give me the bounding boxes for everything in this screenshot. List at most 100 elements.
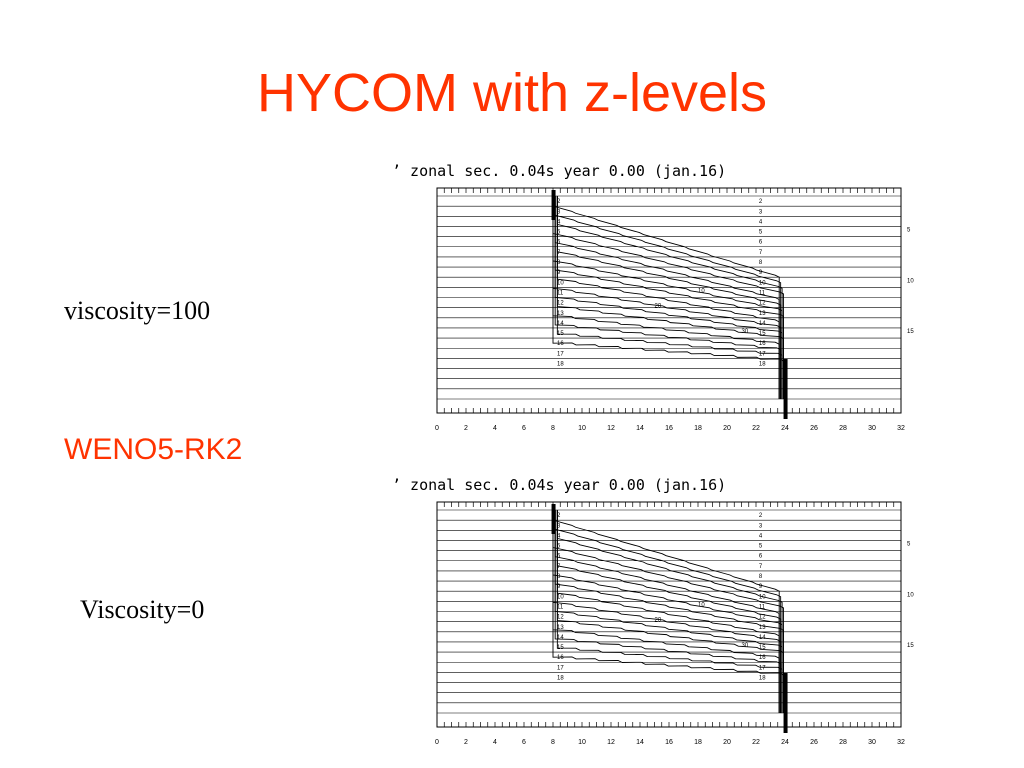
left-level-label: 4 xyxy=(557,219,561,225)
x-tick-label: 2 xyxy=(464,739,468,746)
layer-interface-curve xyxy=(556,196,783,399)
right-level-label: 13 xyxy=(759,625,766,631)
x-tick-label: 22 xyxy=(752,739,760,746)
layer-interface-curve xyxy=(552,510,780,713)
layer-interface-curve xyxy=(552,510,782,713)
x-tick-label: 30 xyxy=(868,739,876,746)
layer-interface-curve xyxy=(554,510,782,713)
x-tick-label: 8 xyxy=(551,739,555,746)
x-tick-label: 30 xyxy=(868,425,876,432)
x-tick-label: 24 xyxy=(781,739,789,746)
layer-interface-curve xyxy=(552,510,784,713)
right-margin-label: 5 xyxy=(907,228,911,234)
right-margin-label: 10 xyxy=(907,592,914,598)
right-level-label: 4 xyxy=(759,219,763,225)
left-level-label: 7 xyxy=(557,250,561,256)
layer-interface-curve xyxy=(552,510,780,713)
right-margin-label: 15 xyxy=(907,329,914,335)
zonal-section-panel-bottom: ’ zonal sec. 0.04s year 0.00 (jan.16) 2 3 4… xyxy=(392,474,922,754)
left-level-label: 10 xyxy=(557,280,564,286)
left-level-label: 6 xyxy=(557,240,561,246)
left-level-label: 3 xyxy=(557,523,561,529)
x-tick-label: 0 xyxy=(435,739,439,746)
layer-interface-curve xyxy=(554,510,782,713)
section-svg: ’ zonal sec. 0.04s year 0.00 (jan.16) 2 3 4… xyxy=(392,162,914,432)
left-level-label: 13 xyxy=(557,625,564,631)
viscosity-100-label: viscosity=100 xyxy=(64,296,211,325)
right-level-label: 7 xyxy=(759,564,763,570)
left-level-label: 3 xyxy=(557,209,561,215)
right-level-label: 13 xyxy=(759,311,766,317)
x-tick-label: 6 xyxy=(522,425,526,432)
layer-interface-curve xyxy=(552,510,783,713)
right-thick-band xyxy=(783,359,788,419)
right-thick-band xyxy=(783,673,788,733)
viscosity-0-label: Viscosity=0 xyxy=(80,595,205,624)
layer-interface-curve xyxy=(556,510,780,713)
left-level-label: 13 xyxy=(557,311,564,317)
x-tick-label: 32 xyxy=(897,425,905,432)
layer-interface-curve xyxy=(552,196,783,399)
right-margin-label: 10 xyxy=(907,278,914,284)
inline-contour-label: 10 xyxy=(698,602,705,608)
left-level-label: 12 xyxy=(557,301,564,307)
zonal-section-panel-top: ’ zonal sec. 0.04s year 0.00 (jan.16) 2 3 4… xyxy=(392,160,922,440)
layer-interface-curve xyxy=(556,196,783,399)
right-level-label: 8 xyxy=(759,574,763,580)
left-level-label: 17 xyxy=(557,351,564,357)
right-level-label: 11 xyxy=(759,290,766,296)
right-level-label: 3 xyxy=(759,209,763,215)
right-level-label: 3 xyxy=(759,523,763,529)
right-level-label: 11 xyxy=(759,604,766,610)
left-level-label: 14 xyxy=(557,321,564,327)
layer-interface-curve xyxy=(556,510,782,713)
x-tick-label: 28 xyxy=(839,425,847,432)
inline-contour-label: 20 xyxy=(655,304,662,310)
inline-contour-label: 30 xyxy=(742,329,749,335)
right-level-label: 2 xyxy=(759,513,763,519)
layer-interface-curve xyxy=(556,196,780,399)
x-tick-label: 32 xyxy=(897,739,905,746)
scheme-label: WENO5-RK2 xyxy=(64,433,243,466)
layer-interface-curve xyxy=(552,196,780,399)
x-tick-label: 2 xyxy=(464,425,468,432)
x-tick-label: 6 xyxy=(522,739,526,746)
right-level-label: 7 xyxy=(759,250,763,256)
left-level-label: 12 xyxy=(557,615,564,621)
layer-interface-curve xyxy=(554,510,783,713)
left-level-label: 14 xyxy=(557,635,564,641)
inline-contour-label: 20 xyxy=(655,618,662,624)
right-level-label: 15 xyxy=(759,645,766,651)
layer-interface-curve xyxy=(554,510,780,713)
x-tick-label: 10 xyxy=(578,425,586,432)
left-level-label: 6 xyxy=(557,554,561,560)
x-tick-label: 12 xyxy=(607,739,615,746)
layer-interface-curve xyxy=(552,196,782,399)
section-svg: ’ zonal sec. 0.04s year 0.00 (jan.16) 2 3 4… xyxy=(392,476,914,746)
x-tick-label: 24 xyxy=(781,425,789,432)
x-tick-label: 16 xyxy=(665,425,673,432)
right-level-label: 12 xyxy=(759,615,766,621)
layer-interface-curve xyxy=(552,510,784,713)
x-tick-label: 20 xyxy=(723,425,731,432)
right-level-label: 4 xyxy=(759,533,763,539)
x-tick-label: 0 xyxy=(435,425,439,432)
right-level-label: 9 xyxy=(759,584,763,590)
x-tick-label: 28 xyxy=(839,739,847,746)
left-level-label: 11 xyxy=(557,290,564,296)
x-tick-label: 14 xyxy=(636,425,644,432)
left-level-label: 17 xyxy=(557,665,564,671)
right-margin-label: 5 xyxy=(907,542,911,548)
left-level-label: 18 xyxy=(557,676,564,682)
right-margin-label: 15 xyxy=(907,643,914,649)
x-tick-label: 18 xyxy=(694,739,702,746)
right-level-label: 16 xyxy=(759,341,766,347)
layer-interface-curve xyxy=(556,510,784,713)
layer-interface-curve xyxy=(554,196,782,399)
right-level-label: 17 xyxy=(759,665,766,671)
right-level-label: 2 xyxy=(759,199,763,205)
left-thick-band xyxy=(551,504,556,534)
left-level-label: 8 xyxy=(557,260,561,266)
layer-interface-curve xyxy=(556,196,784,399)
left-level-label: 7 xyxy=(557,564,561,570)
